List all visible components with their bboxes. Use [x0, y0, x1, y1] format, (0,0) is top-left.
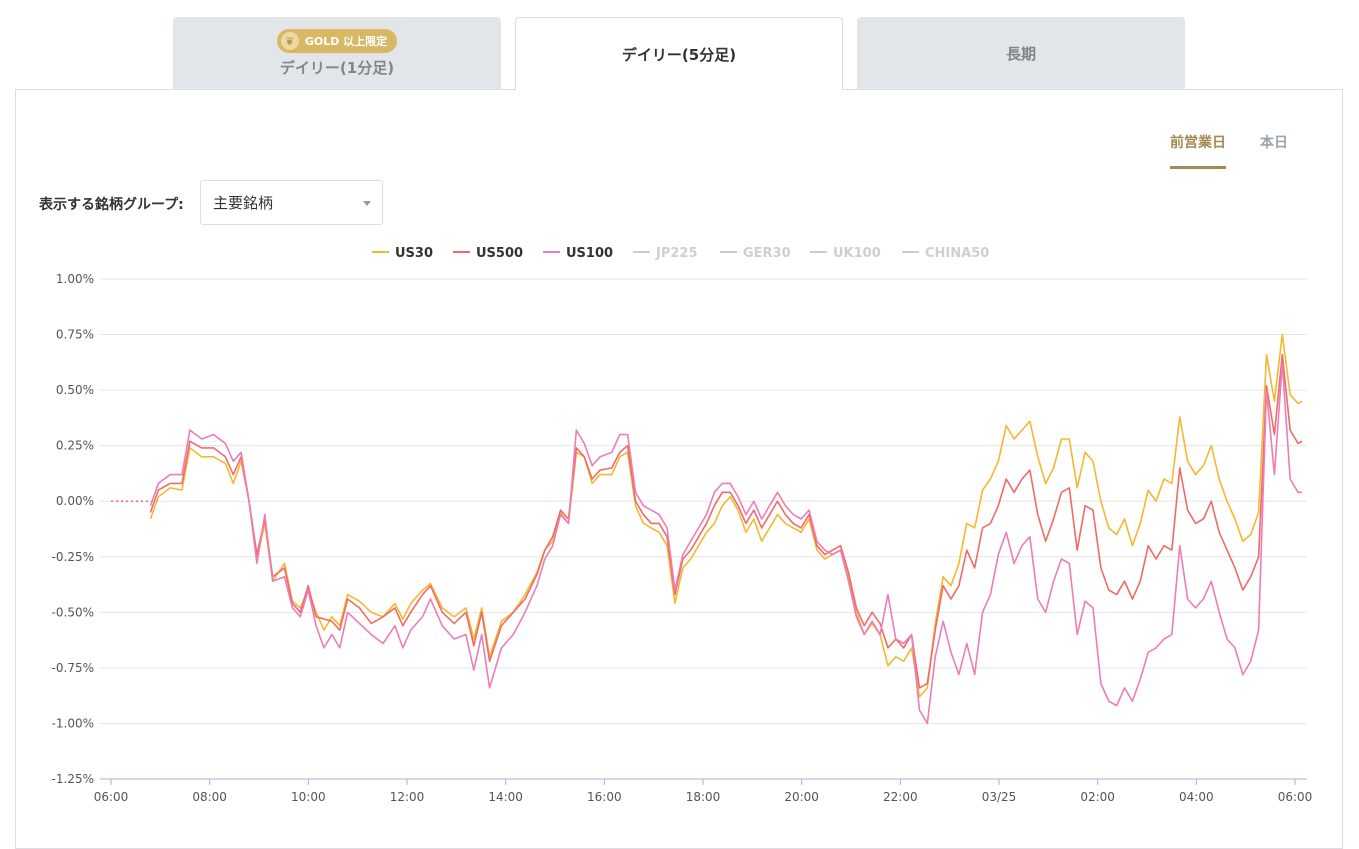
x-tick-label: 14:00	[488, 790, 523, 804]
legend-label-us100: US100	[566, 246, 613, 261]
legend: US30 US500 US100 JP225 GER30 UK100 CHINA50	[372, 246, 989, 261]
series-line-us30	[149, 333, 1303, 698]
gold-badge-label: GOLD 以上限定	[304, 35, 388, 48]
y-tick-label: 0.25%	[56, 439, 94, 453]
tab-daily-5min-label: デイリー(5分足)	[621, 45, 737, 64]
tab-daily-1min[interactable]: ❦ GOLD 以上限定 デイリー(1分足)	[173, 17, 501, 90]
chevron-down-icon	[363, 201, 371, 206]
tab-previous-business-day[interactable]: 前営業日	[1170, 132, 1226, 169]
series-line-us500	[149, 353, 1303, 689]
group-selector-label: 表示する銘柄グループ:	[39, 197, 184, 213]
x-tick-label: 22:00	[883, 790, 918, 804]
gold-only-badge: ❦ GOLD 以上限定	[276, 29, 398, 53]
axes: 1.00% 0.75% 0.50% 0.25% 0.00% -0.25% -0.50% -0.…	[52, 272, 1313, 804]
y-tick-label: -0.25%	[52, 550, 94, 564]
legend-label-us30: US30	[395, 246, 433, 261]
tab-today[interactable]: 本日	[1260, 135, 1288, 151]
x-tick-label: 06:00	[1278, 790, 1313, 804]
x-tick-label: 20:00	[784, 790, 819, 804]
y-tick-label: 1.00%	[56, 272, 94, 286]
x-tick-label: 03/25	[982, 790, 1017, 804]
series-lines	[111, 333, 1303, 725]
y-tick-label: -1.00%	[52, 716, 94, 730]
x-tick-label: 02:00	[1080, 790, 1115, 804]
x-tick-label: 16:00	[587, 790, 622, 804]
x-tick-label: 06:00	[94, 790, 129, 804]
y-tick-label: -1.25%	[52, 772, 94, 786]
tab-daily-1min-label: デイリー(1分足)	[279, 59, 395, 77]
y-tick-label: -0.75%	[52, 661, 94, 675]
x-tick-label: 12:00	[390, 790, 425, 804]
gold-leaf-icon: ❦	[280, 32, 299, 50]
day-selector: 前営業日 本日	[1170, 132, 1288, 169]
y-tick-label: -0.50%	[52, 605, 94, 619]
legend-label-china50: CHINA50	[925, 246, 989, 261]
group-select-value: 主要銘柄	[213, 194, 274, 212]
x-tick-label: 08:00	[192, 790, 227, 804]
chart-mode-tabs: ❦ GOLD 以上限定 デイリー(1分足) デイリー(5分足) 長期	[0, 0, 1359, 90]
legend-label-us500: US500	[476, 246, 523, 261]
legend-label-jp225: JP225	[655, 246, 698, 261]
x-tick-label: 18:00	[686, 790, 721, 804]
x-tick-label: 10:00	[291, 790, 326, 804]
group-select-dropdown[interactable]: 主要銘柄	[200, 180, 383, 225]
series-line-us100	[149, 362, 1302, 725]
y-tick-label: 0.50%	[56, 383, 94, 397]
y-tick-label: 0.00%	[56, 494, 94, 508]
tab-long-term[interactable]: 長期	[857, 17, 1185, 90]
tab-daily-5min[interactable]: デイリー(5分足)	[515, 17, 843, 90]
x-tick-label: 04:00	[1179, 790, 1214, 804]
tab-long-term-label: 長期	[1005, 45, 1036, 63]
legend-label-ger30: GER30	[743, 246, 791, 261]
y-tick-label: 0.75%	[56, 328, 94, 342]
legend-label-uk100: UK100	[833, 246, 881, 261]
